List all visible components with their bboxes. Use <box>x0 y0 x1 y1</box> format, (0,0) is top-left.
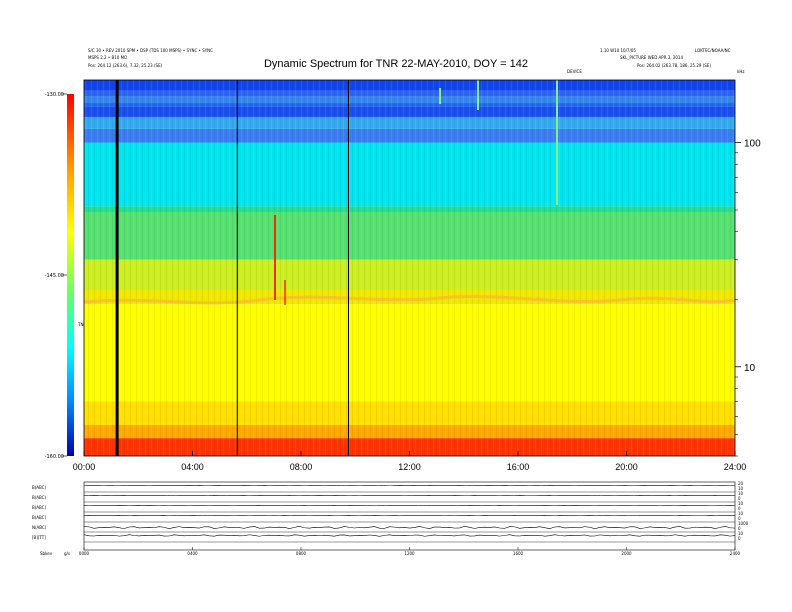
x-tick-label: 00:00 <box>73 462 96 472</box>
panel-right-tick: 1000 <box>738 521 749 526</box>
header-right-pos: Pos: 264.02 (263.78, 186, 25.29 (SE) <box>637 63 711 68</box>
plot-area <box>83 79 736 457</box>
x-axis: 00:00 04:00 08:00 12:00 16:00 20:00 24:00 <box>73 451 747 472</box>
panel-label: B(ABC) <box>32 485 47 490</box>
x-tick-label: 24:00 <box>724 462 747 472</box>
x-tick-label: 04:00 <box>181 462 204 472</box>
x-tick-label: 12:00 <box>398 462 421 472</box>
panel-right-tick: 10 <box>738 511 744 516</box>
ephemeris-panels: B(ABC)2010B(ABC)100B(ABC)100B(ABC)100N(A… <box>32 481 749 556</box>
chart-title: Dynamic Spectrum for TNR 22-MAY-2010, DO… <box>263 58 528 70</box>
panel-right-tick: 10 <box>738 486 744 491</box>
panel-x-tick-label: 0800 <box>296 551 307 556</box>
panel-x-tick-label: 2400 <box>730 551 741 556</box>
header-right-pos-value: 264.02 (263.78, 186, 25.29 (SE) <box>646 63 711 68</box>
panel-trace <box>83 534 736 537</box>
panel-right-tick: 20 <box>738 481 744 486</box>
colorbar-label: TNR <box>77 322 86 327</box>
panel-bottom-left-label: Sbkev <box>40 551 53 556</box>
panel-x-tick-label: 1200 <box>404 551 415 556</box>
header-left-pos-label: Pos: <box>88 63 97 68</box>
x-tick-label: 08:00 <box>290 462 313 472</box>
colorbar-tick-label: -145.00 <box>45 273 64 279</box>
panel-bottom-unit-label: g/s <box>64 551 70 556</box>
header-right-pos-label: Pos: <box>637 63 646 68</box>
panel-x-tick-label: 1600 <box>513 551 524 556</box>
panel-right-tick: 10 <box>738 501 744 506</box>
x-tick-label: 20:00 <box>615 462 638 472</box>
y-axis: 100 10 <box>735 139 761 457</box>
y-tick-label: 10 <box>744 363 756 374</box>
y-unit-label: kHz <box>737 69 744 74</box>
panel-trace <box>83 514 736 517</box>
panel-right-tick: 10 <box>738 531 744 536</box>
colorbar-tick-label: -130.00 <box>45 92 64 98</box>
header-right-line2: SKL_PICTURE WED APR 3, 2014 <box>620 55 684 60</box>
panel-label: B(ABC) <box>32 495 47 500</box>
panel-right-tick: 10 <box>738 491 744 496</box>
panel-x-tick-label: 0400 <box>187 551 198 556</box>
panel-label: [B][TT] <box>32 535 46 540</box>
colorbar <box>67 94 74 456</box>
panel-right-tick: 0 <box>738 536 741 541</box>
edge-feature <box>83 295 736 305</box>
spectrum-texture <box>84 80 735 456</box>
data-gap-lines <box>115 80 349 456</box>
colorbar-ticks: -130.00 -145.00 -160.00 <box>45 92 67 460</box>
panel-label: B(ABC) <box>32 515 47 520</box>
panel-right-tick: 0 <box>738 526 741 531</box>
panel-label: B(ABC) <box>32 505 47 510</box>
header-between-label: DEVICE <box>567 69 582 74</box>
x-tick-label: 16:00 <box>507 462 530 472</box>
panel-right-tick: 0 <box>738 506 741 511</box>
panel-right-tick: 0 <box>738 516 741 521</box>
header-left-line1: S/C 30 • REV 2010 SPM • DSP (TDS 100 MSP… <box>88 48 213 53</box>
panel-x-tick-label: 2000 <box>621 551 632 556</box>
panel-label: N(ABC) <box>32 525 47 530</box>
panel-trace <box>83 526 736 530</box>
header-left-line2: MSPS 2.2 • B10 MO <box>88 55 128 60</box>
panel-frame <box>83 481 736 551</box>
y-tick-label: 100 <box>744 139 761 150</box>
header-left-pos-value: 264.12 (263.6), 7.32, 25.23 (SE) <box>97 63 163 68</box>
colorbar-tick-label: -160.00 <box>45 454 64 460</box>
panel-x-tick-label: 0000 <box>79 551 90 556</box>
panel-right-tick: 0 <box>738 496 741 501</box>
header-right-line1: 1.10 W10 10/7/05 <box>600 48 636 53</box>
header-right-corner: LOKTEC/NOAA/NC <box>695 48 731 53</box>
header-left-pos: Pos: 264.12 (263.6), 7.32, 25.23 (SE) <box>88 63 162 68</box>
